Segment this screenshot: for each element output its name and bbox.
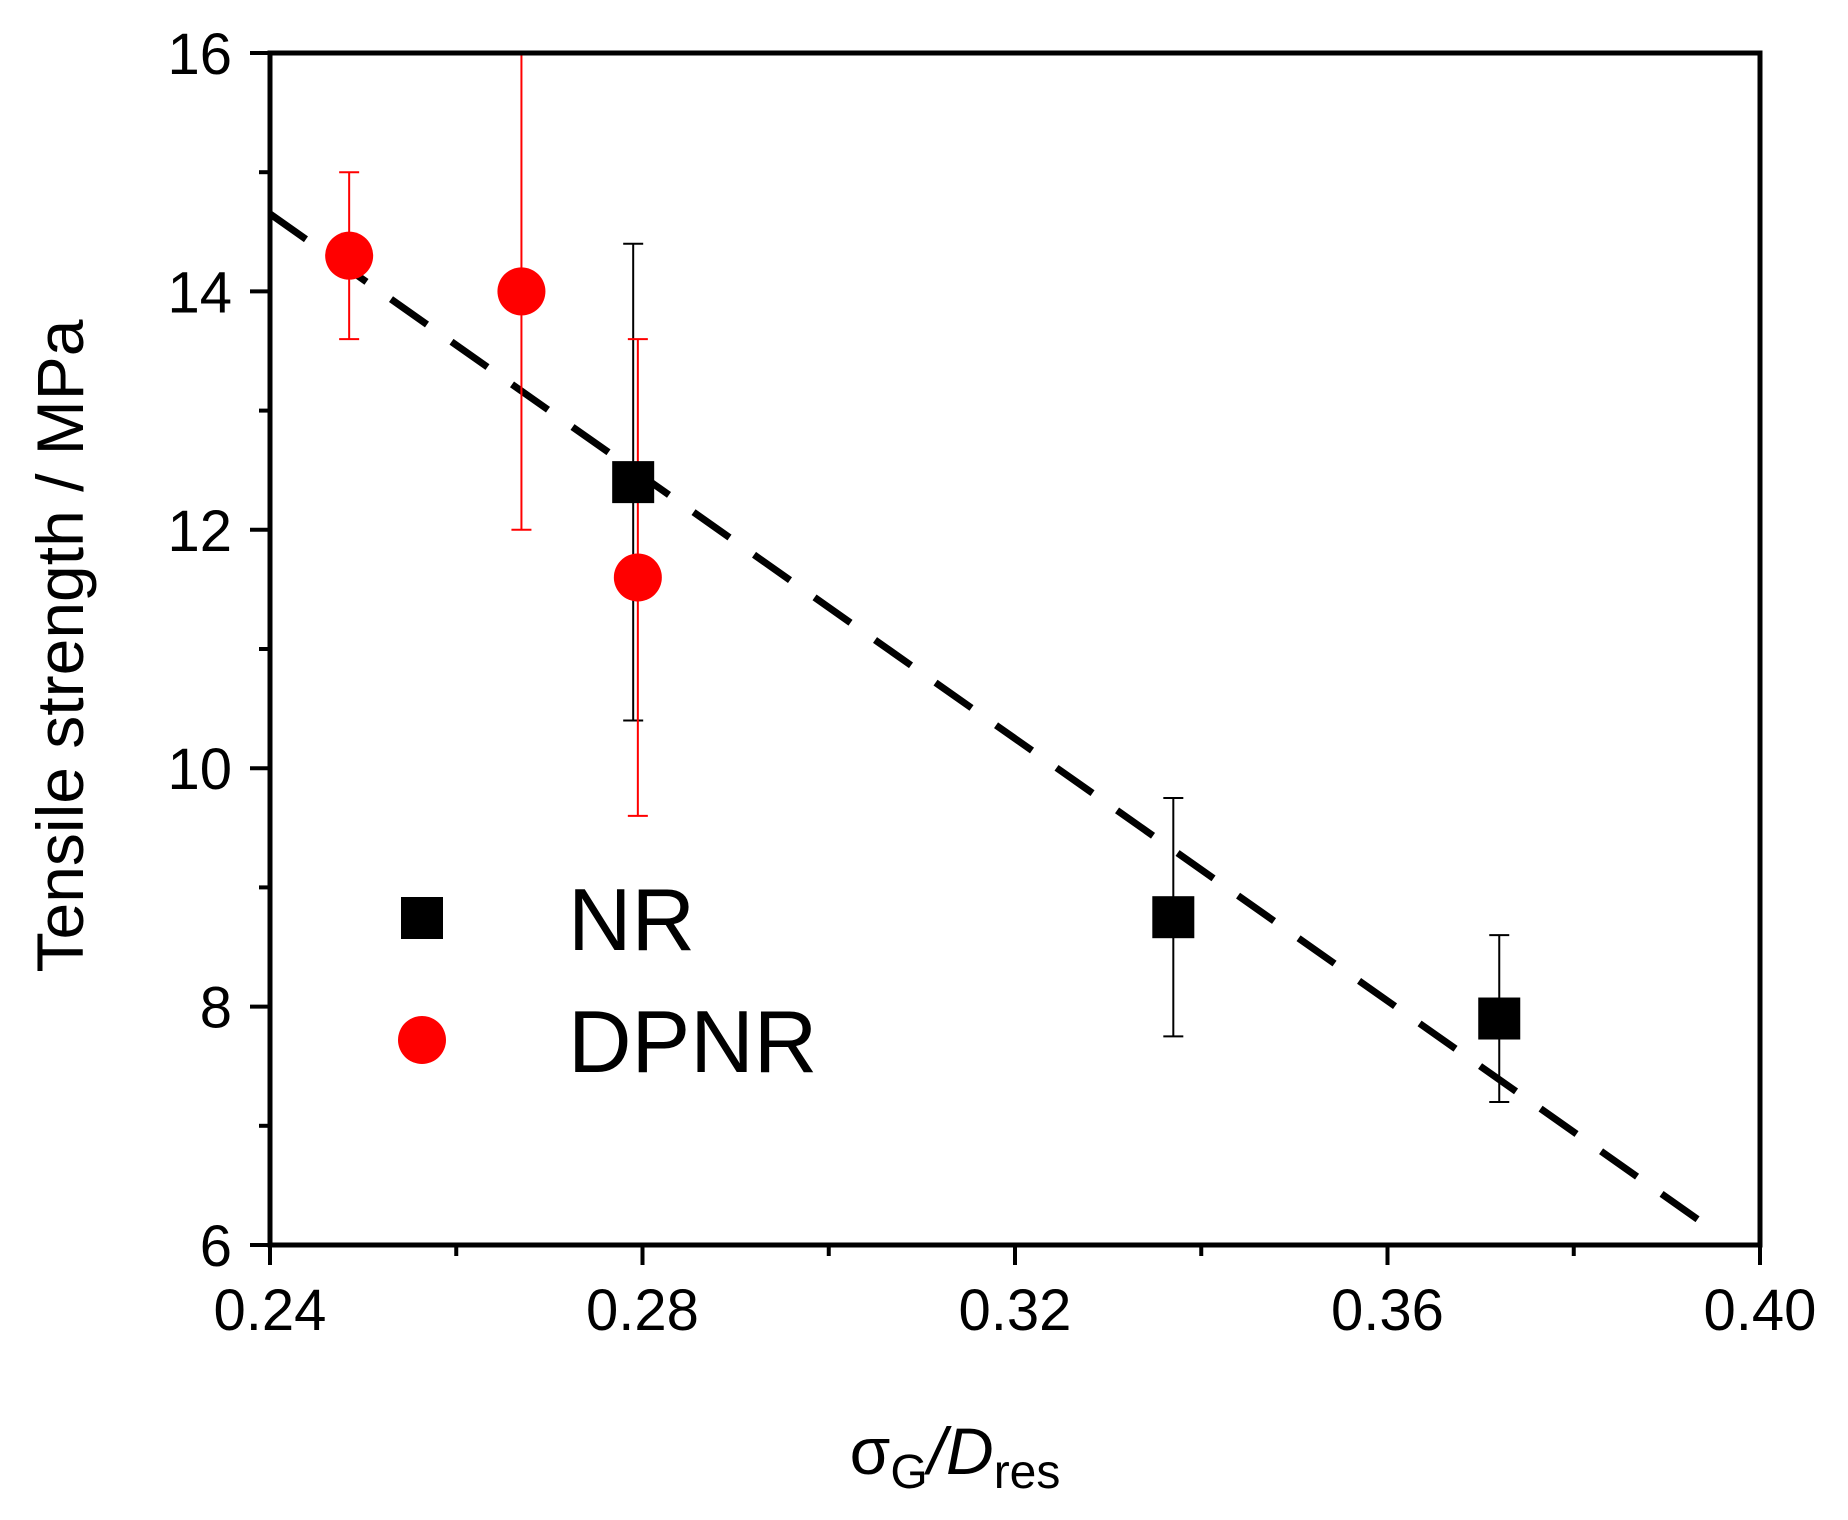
legend-nr-marker bbox=[401, 897, 443, 939]
y-axis-title: Tensile strength / MPa bbox=[23, 319, 97, 972]
axis-ticks: 0.24 0.28 0.32 0.36 0.40 6 8 10 12 14 16 bbox=[167, 22, 1816, 1343]
x-tick-label: 0.24 bbox=[214, 1278, 327, 1343]
x-title-sigma: σ bbox=[850, 1414, 891, 1488]
y-tick-label: 14 bbox=[167, 260, 232, 325]
error-bars bbox=[339, 52, 1510, 1103]
nr-marker bbox=[1478, 997, 1521, 1040]
x-title-sub-res: res bbox=[994, 1446, 1061, 1499]
nr-marker bbox=[612, 461, 655, 504]
x-title-sub-g: G bbox=[890, 1446, 927, 1499]
x-tick-label: 0.40 bbox=[1704, 1278, 1817, 1343]
dpnr-marker bbox=[325, 231, 374, 280]
y-tick-label: 6 bbox=[200, 1214, 232, 1279]
plot-frame bbox=[267, 50, 1763, 1248]
x-title-d: /D bbox=[924, 1414, 994, 1488]
fit-line bbox=[267, 211, 1711, 1230]
y-tick-label: 16 bbox=[167, 22, 232, 87]
dpnr-marker bbox=[497, 267, 546, 316]
nr-marker bbox=[1152, 896, 1195, 939]
x-axis-title: σG/Dres bbox=[850, 1414, 1061, 1499]
legend: NR DPNR bbox=[398, 870, 817, 1091]
legend-nr-label: NR bbox=[568, 870, 695, 969]
y-tick-label: 12 bbox=[167, 499, 232, 564]
y-tick-label: 10 bbox=[167, 737, 232, 802]
x-tick-label: 0.32 bbox=[959, 1278, 1072, 1343]
y-tick-label: 8 bbox=[200, 976, 232, 1041]
dpnr-marker bbox=[613, 553, 662, 602]
legend-dpnr-label: DPNR bbox=[568, 992, 817, 1091]
x-tick-label: 0.36 bbox=[1331, 1278, 1444, 1343]
legend-dpnr-marker bbox=[398, 1016, 446, 1064]
x-tick-label: 0.28 bbox=[586, 1278, 699, 1343]
fit-layer bbox=[267, 211, 1711, 1230]
data-markers bbox=[325, 231, 1521, 1040]
